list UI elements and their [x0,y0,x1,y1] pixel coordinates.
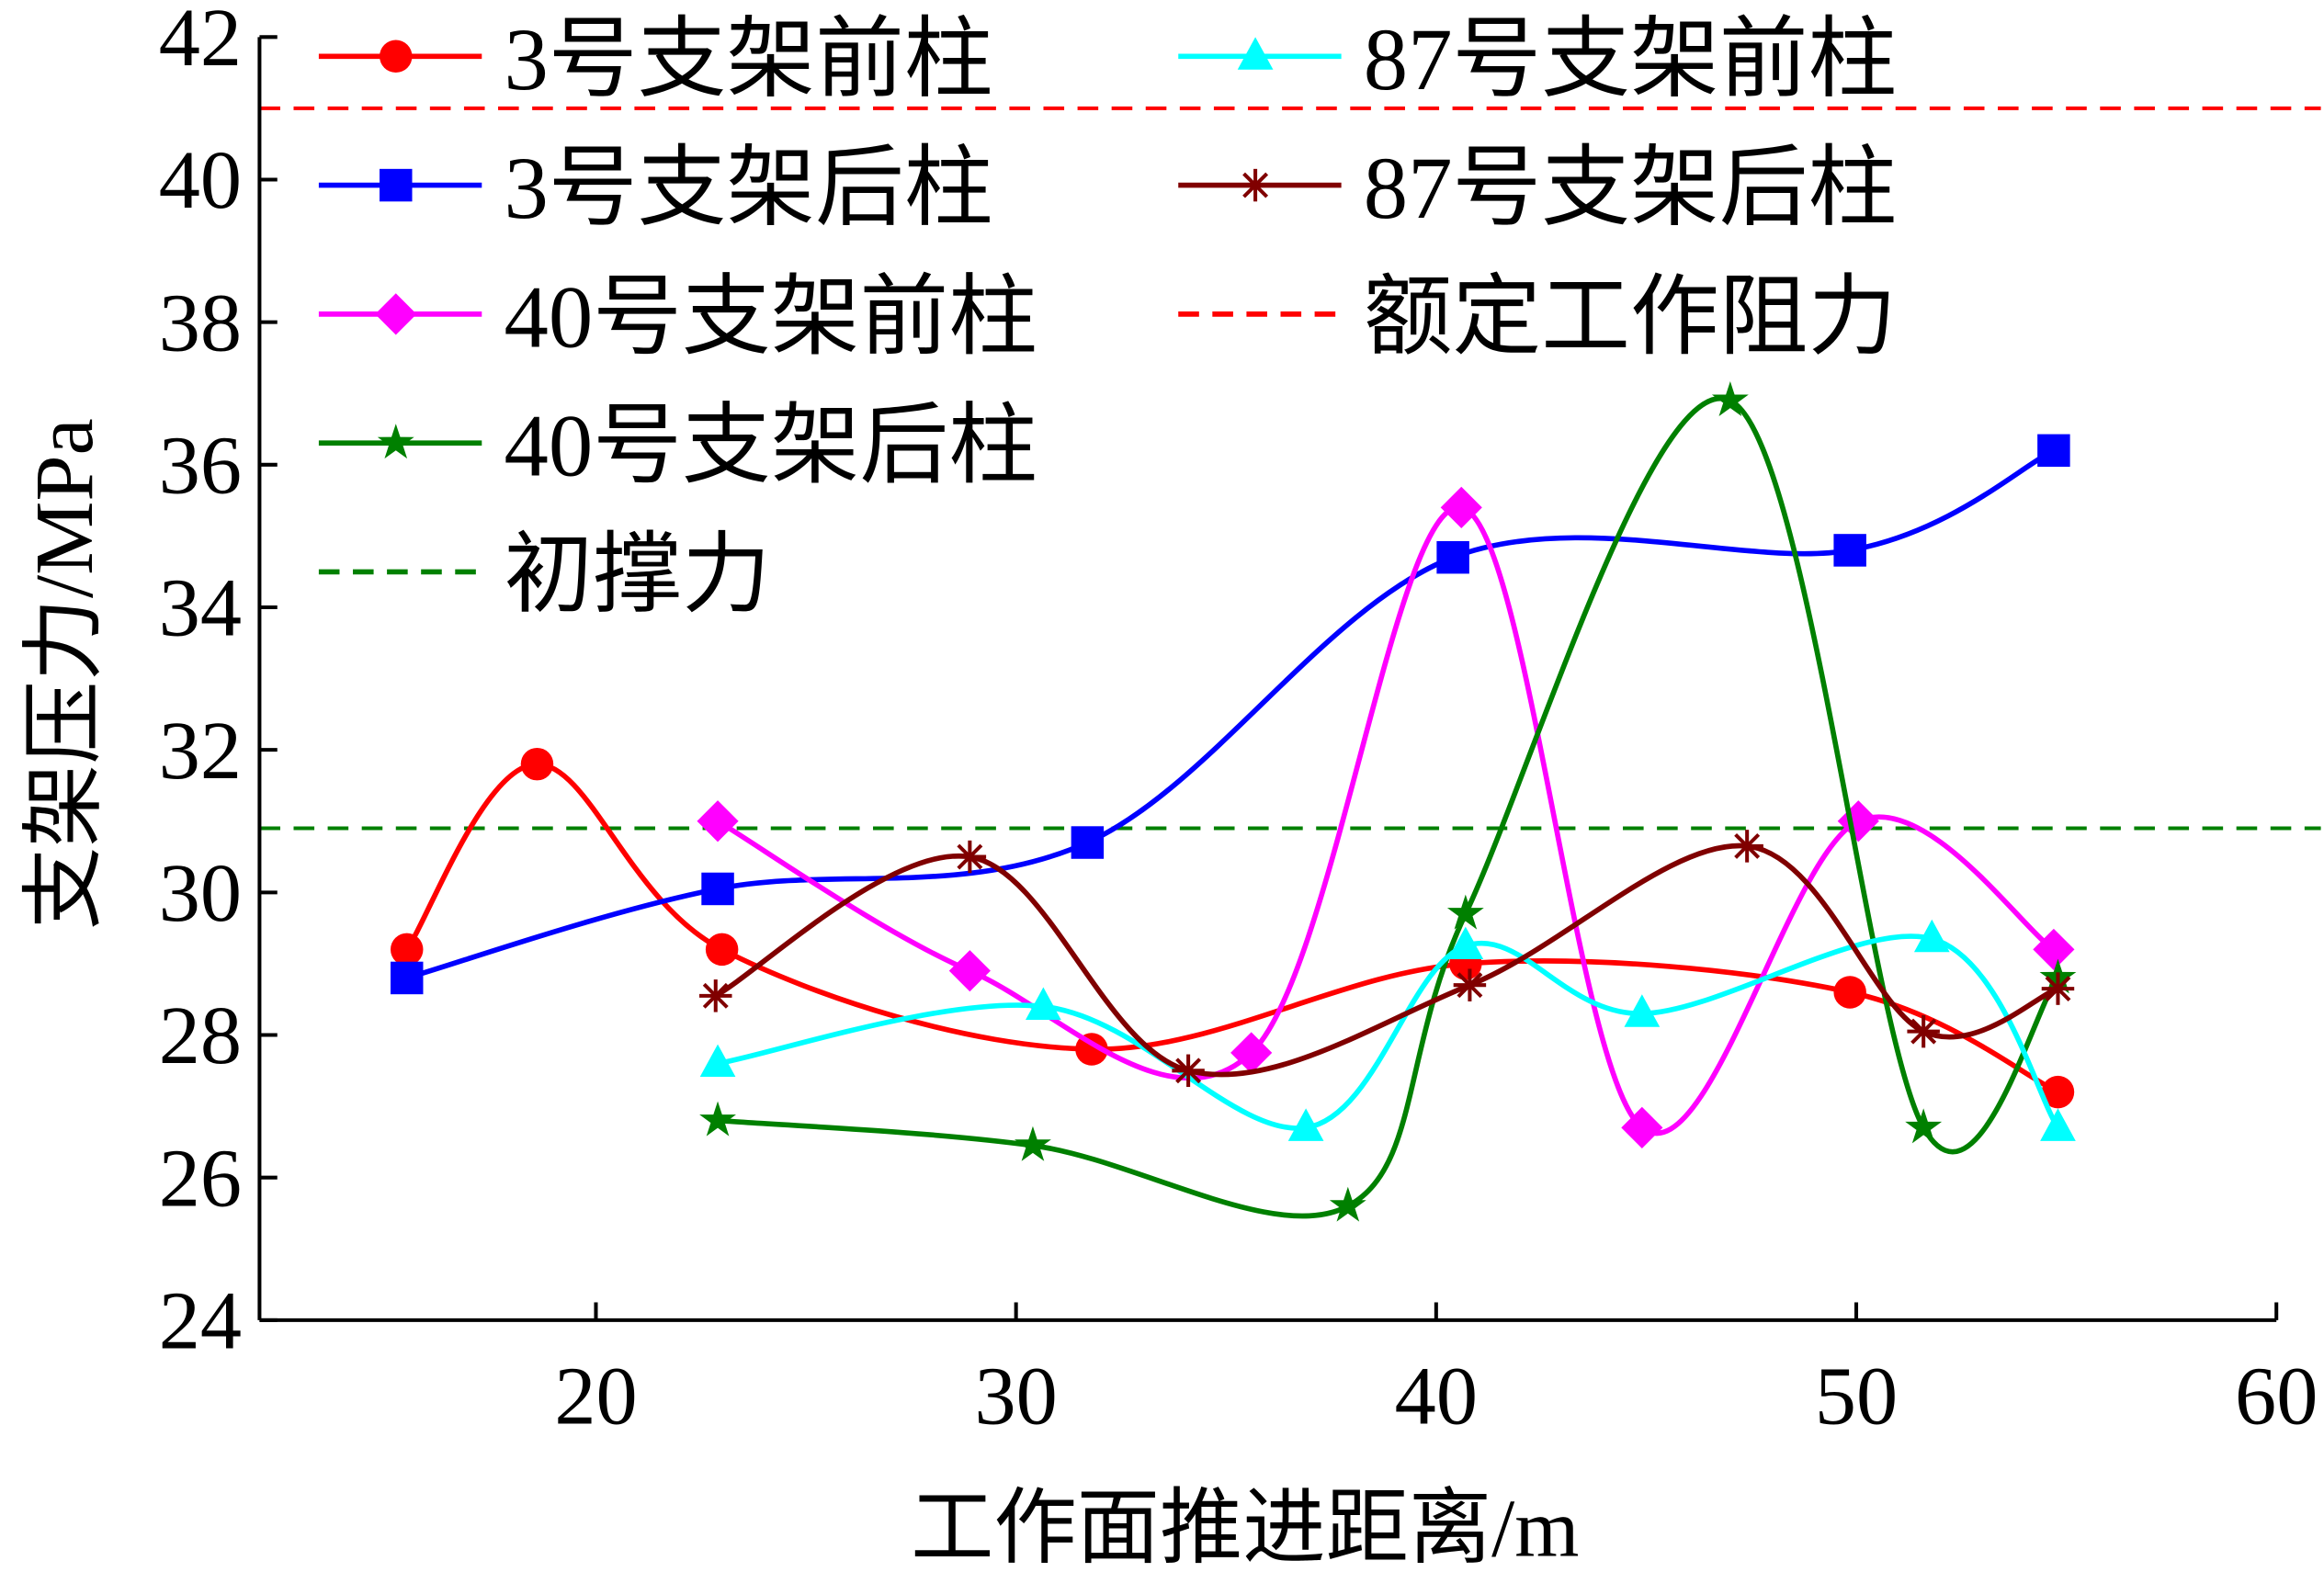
legend-item: 40号支架后柱 [318,397,1037,495]
y-tick-label: 38 [159,277,242,368]
legend-label: 额定工作阻力 [1364,267,1898,366]
series-layer [391,381,2077,1222]
legend-item: 87号支架后柱 [1178,139,1897,237]
marker-star [1905,1108,1943,1144]
y-tick-label: 26 [159,1132,242,1224]
marker-triangle [1026,987,1061,1020]
y-tick-label: 32 [159,705,242,797]
legend-label: 87号支架后柱 [1364,139,1898,237]
marker-triangle [1447,926,1484,960]
legend-item: 3号支架前柱 [318,10,993,108]
asterisk-stroke [702,982,729,1009]
x-axis-label: 工作面推进距离/m [911,1482,1579,1572]
legend-label: 初撑力 [504,526,770,624]
series-line [717,933,2060,1131]
marker-star [699,1101,736,1137]
ticks: 20 30 40 50 60 24 26 28 30 32 34 36 38 40 42 [159,0,2318,1442]
marker-triangle [1237,37,1274,70]
marker-asterisk [699,979,732,1012]
legend-item: 87号支架前柱 [1178,10,1897,108]
legend-item: 初撑力 [318,526,771,624]
asterisk-stroke [2045,976,2071,1002]
marker-diamond [375,293,417,335]
series-triangle [699,919,2076,1141]
y-axis-label: 支架压力/MPa [18,418,110,930]
marker-asterisk [953,840,987,874]
marker-diamond [1837,800,1879,843]
marker-diamond [697,800,739,843]
marker-diamond [1621,1106,1663,1148]
marker-star [1329,1186,1366,1222]
marker-square [2037,434,2070,468]
marker-asterisk [1453,968,1487,1001]
marker-diamond [1230,1032,1273,1074]
marker-triangle [699,1044,736,1078]
series-asterisk [699,830,2075,1088]
asterisk-stroke [1242,172,1269,198]
asterisk-stroke [1457,972,1483,999]
x-tick-label: 60 [2235,1351,2318,1442]
marker-asterisk [2041,972,2075,1005]
series-line [714,843,2059,1078]
y-tick-label: 28 [159,990,242,1081]
marker-square [1436,540,1469,574]
series-line [404,761,2059,1095]
legend-label: 3号支架前柱 [504,10,992,108]
legend-label: 40号支架后柱 [504,397,1037,495]
marker-diamond [1440,486,1482,528]
asterisk-stroke [957,843,983,870]
x-tick-label: 50 [1815,1351,1898,1442]
y-tick-label: 36 [159,419,242,511]
marker-square [391,961,424,995]
y-tick-label: 40 [159,134,242,226]
marker-circle [380,40,413,74]
series-square [391,434,2070,995]
marker-square [1071,826,1105,859]
marker-triangle [2040,1108,2076,1141]
series-line [717,395,2060,1219]
axes [257,37,2277,1322]
marker-star [1446,894,1484,930]
asterisk-stroke [1175,1057,1202,1084]
y-tick-label: 42 [159,0,242,84]
marker-star [377,424,414,459]
x-tick-label: 20 [554,1351,637,1442]
asterisk-stroke [1734,832,1761,859]
marker-triangle [1624,994,1661,1027]
series-star [699,381,2077,1222]
marker-star [1015,1125,1051,1161]
marker-square [1833,534,1866,567]
legend-label: 87号支架前柱 [1364,10,1898,108]
reference-lines [259,106,2321,831]
marker-triangle [1913,919,1950,953]
legend-item: 额定工作阻力 [1178,267,1897,366]
marker-asterisk [1239,168,1272,202]
marker-asterisk [1907,1014,1940,1048]
marker-star [1711,381,1749,416]
marker-circle [2041,1075,2075,1109]
legend-item: 40号支架前柱 [318,267,1037,366]
marker-circle [520,747,554,781]
marker-asterisk [1730,830,1763,863]
marker-square [701,872,734,906]
marker-diamond [948,950,991,992]
legend-item: 3号支架后柱 [318,139,993,237]
marker-asterisk [1172,1054,1205,1088]
marker-circle [391,933,424,967]
y-tick-label: 30 [159,847,242,939]
asterisk-stroke [1910,1018,1937,1045]
marker-circle [705,933,739,967]
legend-label: 3号支架后柱 [504,139,992,237]
x-tick-label: 40 [1395,1351,1478,1442]
y-tick-label: 34 [159,562,242,654]
legend-label: 40号支架前柱 [504,267,1037,366]
y-tick-label: 24 [159,1274,242,1366]
x-tick-label: 30 [975,1351,1058,1442]
marker-triangle [1287,1108,1324,1141]
series-diamond [697,486,2075,1148]
marker-square [380,168,413,202]
marker-circle [1833,976,1866,1009]
